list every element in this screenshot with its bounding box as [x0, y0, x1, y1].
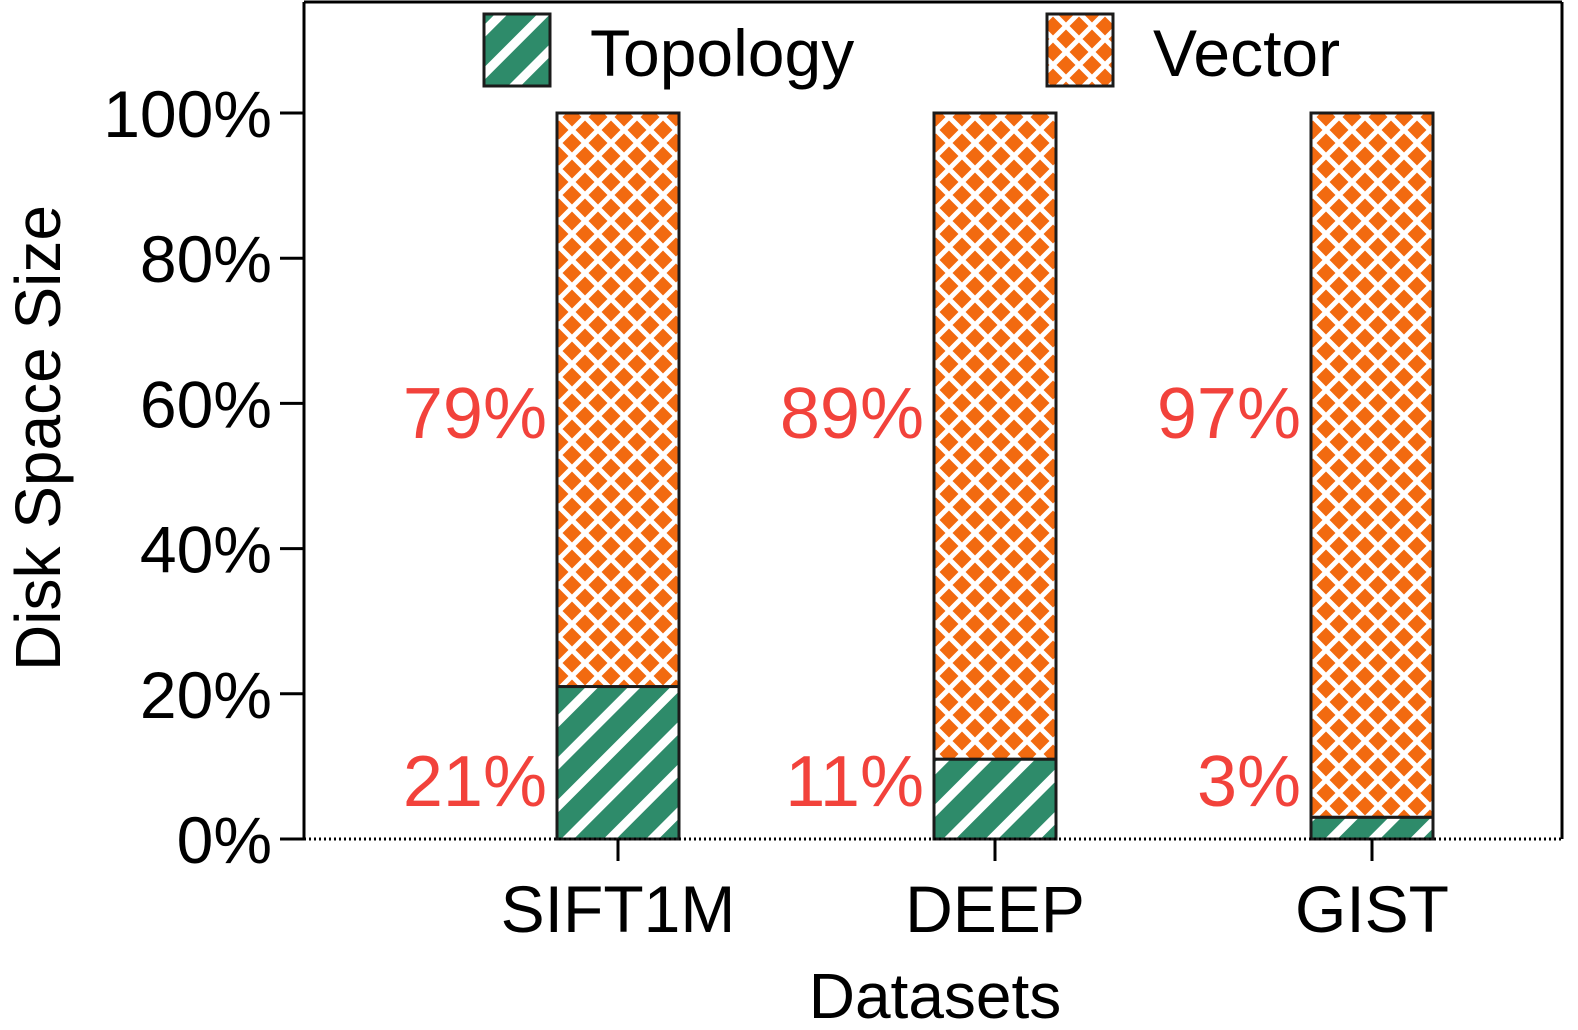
data-label-vector: 79%: [403, 374, 547, 454]
x-tick-label: GIST: [1295, 872, 1449, 946]
data-labels: 21% 79% 11% 89% 3% 97%: [403, 374, 1301, 822]
y-tick-label: 20%: [140, 658, 272, 732]
x-axis-title: Datasets: [809, 960, 1062, 1030]
data-label-topology: 3%: [1197, 742, 1301, 822]
data-label-topology: 11%: [785, 742, 924, 822]
y-tick-label: 40%: [140, 513, 272, 587]
data-label-vector: 89%: [780, 374, 924, 454]
legend-swatch-topology: [482, 12, 552, 88]
bars: [555, 111, 1435, 841]
y-tick-label: 60%: [140, 367, 272, 441]
bar-vector: [932, 111, 1058, 761]
bar-vector: [555, 111, 681, 689]
x-tick-label: SIFT1M: [501, 872, 736, 946]
bar-topology: [1309, 815, 1435, 841]
data-label-topology: 21%: [403, 742, 547, 822]
x-tick-label: DEEP: [905, 872, 1085, 946]
bar-topology: [932, 757, 1058, 841]
data-label-vector: 97%: [1157, 374, 1301, 454]
plot-frame: [304, 0, 1564, 839]
legend-label-topology: Topology: [590, 16, 854, 90]
x-axis: SIFT1M DEEP GIST: [304, 837, 1562, 946]
y-axis-title: Disk Space Size: [2, 205, 74, 671]
legend-swatch-vector: [1045, 12, 1115, 88]
bar-vector: [1309, 111, 1435, 819]
y-axis: 0% 20% 40% 60% 80% 100%: [103, 2, 306, 877]
legend-label-vector: Vector: [1153, 16, 1340, 90]
bar-topology: [555, 685, 681, 841]
y-tick-label: 0%: [177, 803, 272, 877]
y-tick-label: 80%: [140, 222, 272, 296]
legend: Topology Vector: [482, 12, 1340, 90]
y-tick-label: 100%: [103, 77, 272, 151]
